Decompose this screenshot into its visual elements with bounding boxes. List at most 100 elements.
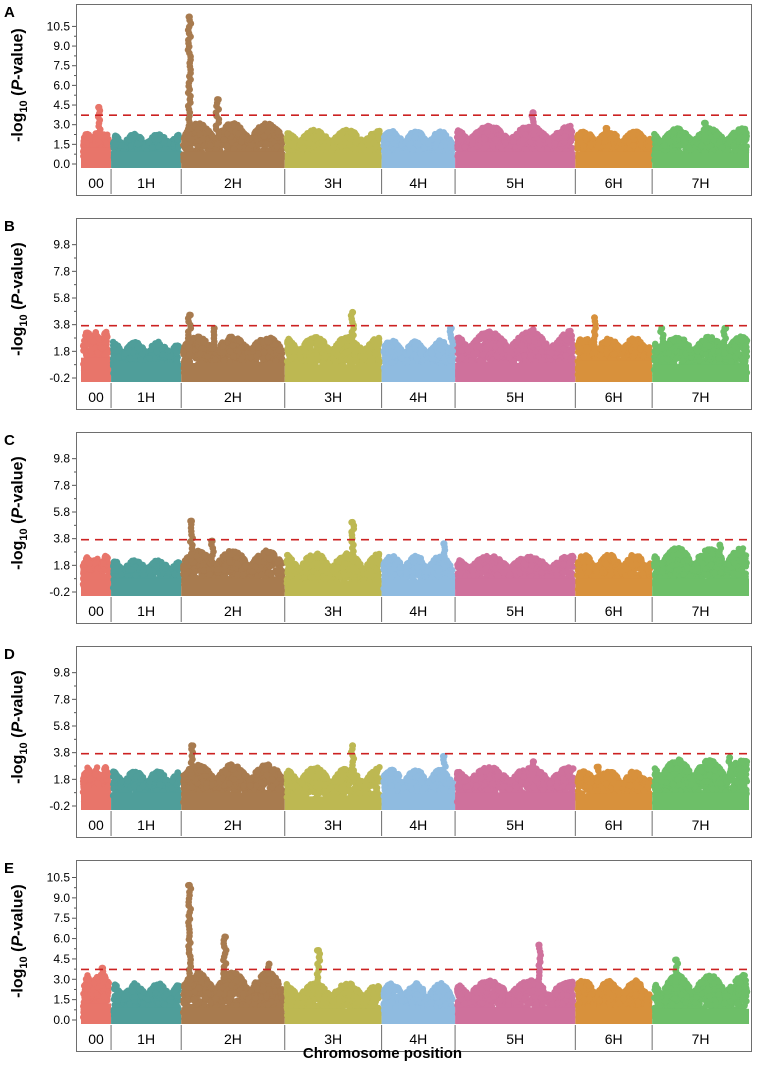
peak-point: [349, 742, 356, 750]
chrom-4H-band: [381, 579, 456, 596]
y-tick-label: 0.0: [53, 1013, 70, 1027]
peak-3H-2: [347, 308, 358, 352]
panel-letter: B: [4, 218, 15, 235]
panel-letter: D: [4, 646, 15, 663]
peak-point: [440, 540, 448, 548]
peak-point: [188, 742, 195, 750]
chrom-7H-points: [651, 971, 751, 1024]
peak-point: [208, 537, 216, 545]
chrom-label: 00: [88, 603, 104, 619]
y-tick-label: 4.5: [53, 98, 70, 112]
peak-point: [186, 13, 193, 21]
y-tick-label: 3.8: [53, 532, 70, 546]
manhattan-plot: 00 1H 2H 3H 4H 5H 6H 7H: [79, 308, 751, 408]
peak-7H-6: [672, 956, 682, 992]
chrom-label: 00: [88, 1031, 104, 1047]
manhattan-plot: 00 1H 2H 3H 4H 5H 6H 7H: [79, 742, 751, 836]
chrom-4H-band: [381, 793, 456, 810]
chrom-label: 00: [88, 817, 104, 833]
chrom-6H-band: [575, 578, 653, 596]
chrom-7H-band: [652, 1008, 749, 1024]
chrom-5H-band: [455, 792, 576, 810]
peak-3H-2: [348, 518, 358, 568]
peak-6H-4: [601, 124, 611, 145]
peak-point: [529, 326, 537, 334]
y-tick-label: -0.2: [49, 371, 70, 385]
peak-point: [210, 324, 218, 332]
panel-letter: A: [4, 4, 15, 21]
peak-point: [188, 517, 195, 525]
manhattan-plot: 00 1H 2H 3H 4H 5H 6H 7H: [79, 517, 750, 622]
chrom-3H-points: [283, 333, 383, 382]
chrom-3H-band: [284, 1008, 382, 1024]
peak-point: [186, 881, 193, 889]
chrom-1H-band: [111, 792, 182, 810]
chrom-7H-points: [651, 756, 751, 810]
chrom-label: 7H: [692, 817, 710, 833]
y-tick-label: 1.5: [53, 993, 70, 1007]
chrom-4H-points: [380, 766, 457, 810]
peak-2H-1: [209, 324, 218, 352]
plot-area: 00 1H 2H 3H 4H 5H 6H 7H: [76, 218, 752, 410]
peak-7H-5: [700, 119, 710, 143]
chrom-6H-points: [574, 551, 654, 596]
peak-3H-1: [347, 742, 358, 782]
plot-area: 00 1H 2H 3H 4H 5H 6H 7H: [76, 4, 752, 196]
snp-points: [79, 742, 751, 810]
chrom-4H-band: [381, 153, 456, 168]
chrom-00-band: [81, 1003, 112, 1024]
chrom-4H-points: [380, 337, 457, 382]
chrom-label: 5H: [506, 817, 524, 833]
chrom-label: 3H: [324, 175, 342, 191]
chrom-6H-points: [574, 335, 653, 382]
peak-point: [221, 933, 229, 941]
peak-5H-4: [529, 326, 538, 348]
chrom-1H-band: [111, 151, 182, 168]
chrom-2H-band: [181, 578, 285, 596]
chrom-2H-points: [180, 120, 286, 168]
peak-point: [95, 103, 103, 111]
chrom-2H-points: [180, 333, 286, 382]
chrom-1H-points: [109, 338, 182, 382]
chrom-label: 00: [88, 175, 104, 191]
chrom-5H-points: [454, 552, 577, 596]
chrom-6H-band: [575, 1007, 653, 1024]
x-axis-title: Chromosome position: [0, 1045, 765, 1062]
chrom-label: 5H: [506, 389, 524, 405]
chrom-label: 4H: [409, 175, 427, 191]
chrom-1H-band: [111, 578, 182, 596]
y-tick-label: 7.8: [53, 692, 70, 706]
y-tick-label: 9.8: [53, 452, 70, 466]
chrom-7H-points: [651, 545, 750, 596]
peak-2H-1: [184, 13, 195, 139]
chrom-label: 3H: [324, 603, 342, 619]
chrom-5H-band: [455, 151, 576, 168]
y-axis: 0.0 1.5 3.0 4.5 6.0 7.5 9.0 10.5: [47, 871, 76, 1027]
chrom-label: 3H: [324, 1031, 342, 1047]
chrom-7H-band: [652, 364, 749, 382]
y-tick-label: 4.5: [53, 952, 70, 966]
y-tick-label: 10.5: [47, 871, 71, 885]
manhattan-plot: 00 1H 2H 3H 4H 5H 6H 7H: [80, 13, 750, 194]
chrom-7H-points: [651, 125, 750, 168]
chrom-label: 7H: [692, 1031, 710, 1047]
chrom-label: 6H: [605, 175, 623, 191]
panel-letter: C: [4, 432, 15, 449]
peak-5H-3: [528, 758, 538, 782]
chrom-3H-points: [283, 764, 383, 810]
chrom-label: 2H: [224, 175, 242, 191]
snp-points: [79, 308, 751, 382]
y-tick-label: 1.5: [53, 137, 70, 151]
peak-2H-0: [187, 517, 197, 566]
y-tick-label: 3.8: [53, 318, 70, 332]
peak-7H-7: [720, 324, 730, 352]
chrom-5H-band: [455, 578, 576, 596]
chrom-6H-points: [574, 977, 654, 1024]
chrom-3H-points: [283, 550, 383, 596]
chrom-5H-band: [455, 1007, 576, 1024]
chrom-5H-band: [455, 363, 576, 382]
chrom-5H-points: [453, 327, 577, 382]
peak-point: [315, 947, 322, 954]
panel-c: C -log10 (P-value) 00 1H 2H 3H 4H 5H 6H 7H -0.2 1.8…: [0, 432, 765, 624]
peak-5H-3: [528, 109, 538, 141]
